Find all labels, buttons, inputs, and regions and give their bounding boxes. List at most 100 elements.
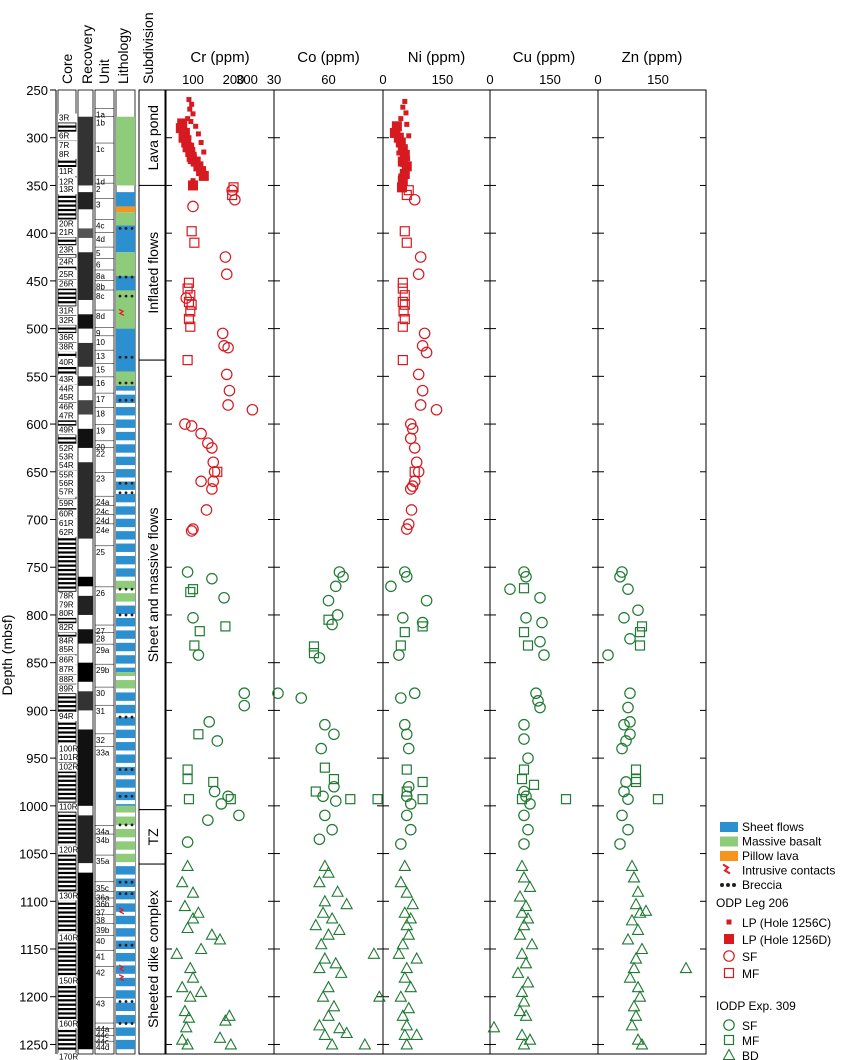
data-point [399, 226, 410, 237]
data-point [400, 104, 406, 110]
data-point [397, 144, 408, 155]
data-point [178, 899, 192, 912]
lithology-stripe [116, 651, 135, 656]
data-point [629, 951, 643, 964]
data-point [318, 951, 332, 964]
unit-label: 34a [96, 827, 110, 836]
core-interval [58, 542, 76, 545]
data-point [222, 399, 234, 411]
unit-label: 8a [96, 272, 105, 281]
core-interval [58, 244, 76, 247]
data-point [223, 1009, 236, 1021]
core-interval [58, 1003, 76, 1006]
depth-tick-label: 750 [26, 560, 48, 575]
data-point [396, 937, 410, 950]
core-interval [58, 538, 76, 541]
core-interval [58, 424, 76, 427]
data-point [639, 904, 653, 916]
depth-tick-label: 850 [26, 656, 48, 671]
core-interval [58, 915, 76, 918]
lithology-stripe [116, 886, 135, 891]
data-point [187, 106, 193, 112]
data-point [398, 306, 409, 317]
core-interval [58, 955, 76, 958]
core-label-bg [58, 487, 78, 497]
lithology-stripe [116, 973, 135, 978]
data-point [404, 823, 417, 836]
unit-label: 29b [96, 666, 110, 675]
core-label: 88R [59, 675, 74, 684]
strip-header-core: Core [59, 53, 75, 84]
data-point [395, 137, 406, 148]
core-label-bg [58, 933, 78, 943]
core-label-bg [58, 185, 78, 195]
data-point [391, 121, 402, 132]
lithology-interval [116, 328, 135, 372]
data-point [315, 742, 328, 755]
unit-label: 16 [96, 379, 105, 388]
data-point [516, 794, 528, 805]
lithology-stripe [116, 700, 135, 705]
data-point [181, 921, 195, 934]
core-label-bg [58, 315, 78, 325]
data-point [528, 779, 540, 790]
data-point [399, 168, 410, 179]
data-point [331, 885, 345, 897]
breccia-mark [130, 880, 134, 884]
panel-title: Ni (ppm) [408, 49, 466, 66]
breccia-icon [726, 883, 730, 887]
core-label-bg [58, 655, 78, 665]
breccia-mark [124, 1022, 128, 1025]
legend-symbol [723, 1034, 735, 1046]
recovery-bar [78, 314, 93, 329]
breccia-mark [118, 355, 122, 359]
data-point [206, 442, 218, 454]
core-label: 87R [59, 665, 74, 674]
subdivision-box [138, 809, 166, 865]
data-point [410, 951, 424, 964]
data-point [408, 442, 421, 454]
lithology-stripe [116, 849, 135, 854]
data-point [417, 776, 428, 788]
core-label: 150R [59, 976, 78, 985]
core-interval [58, 902, 76, 905]
core-interval [58, 920, 76, 923]
data-point [418, 327, 431, 340]
lithology-stripe [116, 874, 135, 879]
core-label: 85R [59, 645, 74, 654]
data-point [183, 961, 197, 974]
core-label: 56R [59, 479, 74, 488]
data-point [517, 918, 531, 931]
core-label-bg [58, 684, 78, 694]
core-interval [58, 946, 76, 949]
depth-tick-label: 1150 [20, 942, 48, 957]
data-point [405, 504, 418, 516]
data-point [186, 886, 200, 898]
data-point [398, 1028, 412, 1040]
data-point [636, 621, 648, 632]
core-label-bg [58, 393, 78, 403]
core-interval [58, 419, 76, 422]
data-point [404, 980, 418, 993]
data-point [397, 296, 408, 307]
recovery-bar [78, 228, 93, 238]
breccia-icon [720, 883, 724, 887]
lithology-stripe [116, 936, 135, 941]
data-point [517, 994, 531, 1007]
lithology-interval [116, 863, 135, 1050]
data-point [523, 1033, 537, 1045]
core-interval [58, 564, 76, 567]
lithology-stripe [116, 390, 135, 395]
data-point [633, 990, 647, 1002]
data-point [329, 956, 343, 969]
data-point [622, 823, 634, 836]
core-interval [58, 735, 76, 738]
subdivision-label: TZ [145, 828, 161, 846]
data-point [625, 913, 639, 926]
data-point [518, 838, 530, 850]
lithology-interval [116, 276, 135, 291]
unit-label: 13 [96, 352, 105, 361]
core-interval [58, 239, 76, 242]
depth-tick-label: 900 [26, 703, 48, 718]
core-interval [58, 968, 76, 971]
